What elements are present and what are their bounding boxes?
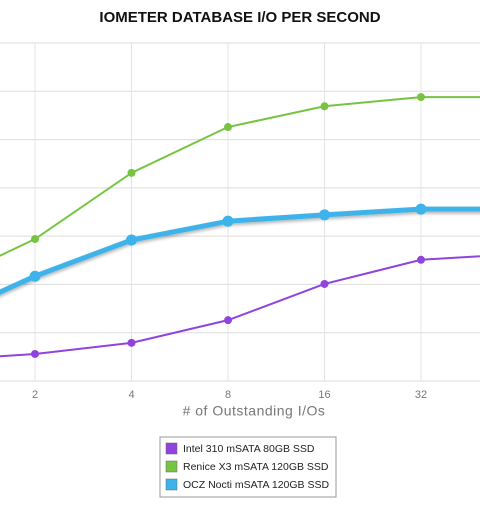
data-point <box>127 168 136 177</box>
x-tick-label: 4 <box>128 389 134 401</box>
legend-swatch <box>165 478 178 491</box>
x-tick-label: 32 <box>415 389 427 401</box>
data-point <box>319 209 330 221</box>
data-point <box>415 203 427 215</box>
data-point <box>126 234 137 246</box>
legend-swatch <box>165 460 178 473</box>
data-point <box>417 255 425 264</box>
chart-title: IOMETER DATABASE I/O PER SECOND <box>99 9 380 26</box>
legend-label: OCZ Nocti mSATA 120GB SSD <box>183 479 329 491</box>
legend-label: Renice X3 mSATA 120GB SSD <box>183 461 329 473</box>
data-point <box>31 349 39 358</box>
legend-swatch <box>165 442 178 455</box>
legend-label: Intel 310 mSATA 80GB SSD <box>183 443 315 455</box>
plot-area <box>0 93 480 358</box>
legend-box <box>159 436 337 498</box>
data-point <box>320 279 329 288</box>
x-tick-label: 16 <box>318 389 330 401</box>
x-tick-label: 2 <box>32 389 38 401</box>
data-point <box>224 123 232 132</box>
x-tick-label: 8 <box>225 389 231 401</box>
grid <box>0 42 480 382</box>
data-point <box>222 215 234 227</box>
series-line <box>0 96 480 257</box>
data-point <box>31 235 39 244</box>
data-point <box>417 93 425 102</box>
legend: Intel 310 mSATA 80GB SSD Renice X3 mSATA … <box>165 442 329 491</box>
x-axis-label: # of Outstanding I/Os <box>183 403 326 419</box>
data-point <box>224 316 232 325</box>
data-point <box>29 270 41 282</box>
series-line <box>0 255 480 358</box>
data-point <box>127 338 136 347</box>
series-line <box>0 206 480 295</box>
data-point <box>320 102 329 111</box>
